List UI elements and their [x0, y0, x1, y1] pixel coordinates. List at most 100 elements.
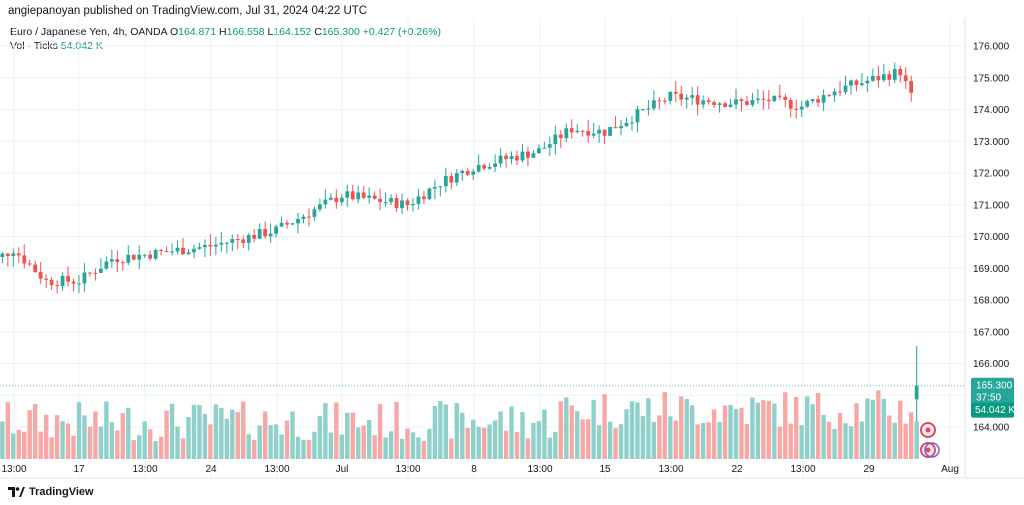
candle-down [602, 129, 607, 136]
volume-bar-up [635, 402, 640, 459]
high-key: H [219, 26, 227, 38]
volume-bar-up [109, 422, 115, 459]
tradingview-logo[interactable]: TradingView [8, 486, 94, 498]
candle-up [142, 254, 147, 256]
volume-bar-down [131, 440, 136, 459]
time-axis: 13:00 17 13:00 24 13:00 Jul 13:00 8 13:00 15 13:00… [1, 464, 958, 475]
volume-bar-down [394, 401, 399, 459]
candle-up [728, 104, 733, 107]
candle-up [328, 197, 333, 200]
candle-up [109, 259, 114, 262]
time-tick-label: 22 [731, 464, 743, 475]
candle-down [164, 250, 169, 252]
volume-bar-down [65, 423, 71, 459]
candle-down [876, 76, 881, 81]
volume-bar-down [147, 429, 153, 459]
candle-down [44, 278, 49, 280]
volume-bar-down [164, 410, 169, 459]
candle-up [520, 151, 525, 161]
candle-up [870, 76, 875, 81]
candle-down [679, 93, 684, 100]
volume-bar-down [815, 392, 821, 459]
volume-bar-up [542, 409, 547, 459]
volume-bar-up [591, 400, 596, 459]
candle-down [33, 264, 38, 273]
volume-bar-up [191, 404, 197, 459]
event-marker-dot-icon [925, 447, 931, 453]
candle-down [208, 244, 213, 247]
brand-name: TradingView [29, 486, 94, 498]
volume-bar-down [744, 424, 750, 459]
volume-bar-up [312, 431, 317, 459]
candle-down [504, 155, 508, 160]
candle-down [887, 74, 892, 80]
volume-bar-down [334, 402, 339, 459]
candle-up [651, 100, 656, 109]
candle-down [695, 95, 700, 105]
publisher-line: angiepanoyan published on TradingView.co… [8, 5, 368, 17]
candle-down [816, 99, 821, 103]
candle-down [394, 198, 399, 209]
volume-bar-up [82, 415, 87, 459]
volume-bar-down [16, 429, 21, 459]
candle-down [613, 127, 618, 129]
candle-up [126, 254, 131, 263]
price-tick-label: 168.000 [973, 296, 1010, 307]
volume-bar-up [646, 398, 651, 459]
candle-up [213, 244, 218, 247]
volume-bar-up [553, 431, 558, 459]
candle-up [537, 148, 541, 154]
volume-bar-up [224, 418, 230, 459]
volume-bar-up [153, 440, 158, 459]
volume-bar-up [142, 421, 147, 459]
candle-down [285, 222, 289, 225]
candle-down [526, 151, 530, 158]
volume-bar-up [366, 419, 372, 459]
volume-bar-up [520, 411, 525, 459]
event-markers[interactable] [920, 422, 940, 458]
time-tick-label: Aug [941, 464, 959, 475]
candle-down [777, 95, 782, 97]
time-tick-label: 8 [471, 464, 477, 475]
price-tick-label: 169.000 [973, 264, 1010, 275]
volume-bar-down [887, 415, 892, 459]
candle-up [575, 130, 580, 133]
candle-up [323, 199, 328, 205]
change-value: +0.427 (+0.26%) [362, 26, 441, 38]
candle-down [115, 259, 120, 263]
candle-up [203, 244, 207, 248]
candle-up [487, 166, 492, 169]
volume-bar-up [219, 407, 224, 459]
candle-down [88, 272, 92, 274]
candle-up [865, 80, 870, 84]
candle-down [148, 254, 153, 259]
candle-up [608, 127, 612, 136]
candle-up [60, 275, 65, 286]
candle-up [460, 170, 465, 174]
volume-bar-up [460, 412, 465, 459]
candle-up [99, 268, 103, 274]
volume-bar-up [60, 421, 65, 459]
volume-bar-up [848, 426, 854, 459]
volume-bar-up [700, 423, 706, 459]
candle-down [569, 128, 574, 133]
candle-up [246, 234, 251, 244]
symbol-title[interactable]: Euro / Japanese Yen, 4h, OANDA [10, 26, 168, 38]
volume-bar-down [241, 401, 246, 459]
candle-down [66, 275, 70, 282]
price-tick-label: 173.000 [973, 137, 1010, 148]
volume-bar-up [186, 416, 191, 459]
candle-down [739, 99, 744, 102]
volume-bar-down [252, 440, 257, 459]
volume-bar-up [596, 425, 602, 459]
volume-bar-down [602, 394, 607, 459]
candle-up [810, 99, 815, 102]
candle-down [307, 216, 311, 218]
candle-up [104, 261, 109, 269]
volume-bar-down [377, 404, 383, 459]
candle-up [290, 223, 295, 225]
volume-bar-down [679, 396, 684, 459]
volume-bar-up [821, 414, 826, 459]
candle-up [356, 192, 361, 200]
